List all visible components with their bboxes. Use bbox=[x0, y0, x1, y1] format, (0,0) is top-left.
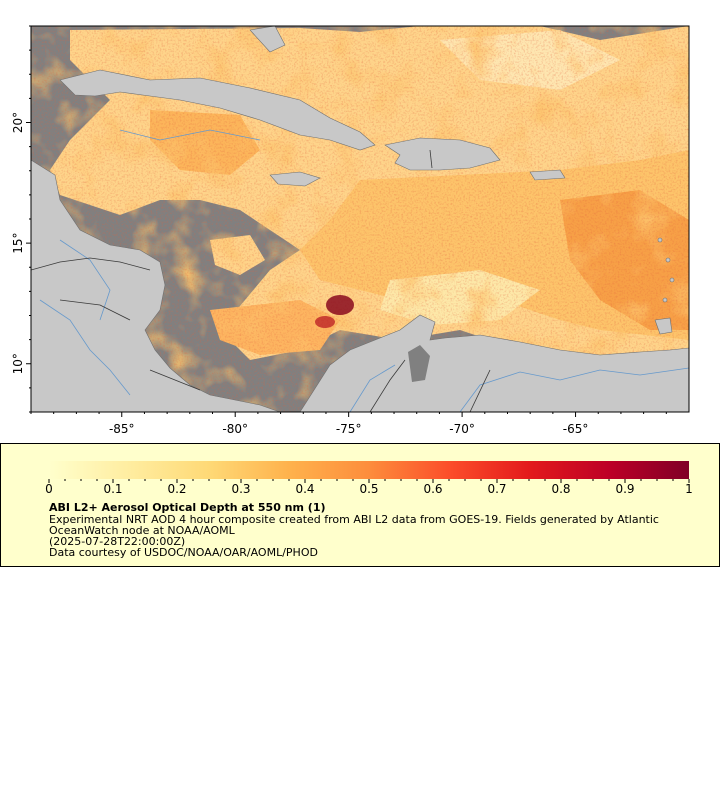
cuba-land bbox=[59, 69, 376, 151]
colorbar-tick-label: 0.7 bbox=[487, 482, 506, 496]
south-america-land bbox=[299, 314, 689, 412]
legend-panel: 0 0.1 0.2 0.3 0.4 0.5 0.6 0.7 0.8 0.9 1 ABI L2+ Ae… bbox=[0, 443, 720, 567]
x-tick-label: -65° bbox=[563, 422, 589, 436]
puerto-rico-land bbox=[529, 169, 566, 181]
country-borders bbox=[31, 149, 491, 412]
colorbar-tick-label: 0.4 bbox=[295, 482, 314, 496]
colorbar-tick-label: 0.5 bbox=[359, 482, 378, 496]
legend-title: ABI L2+ Aerosol Optical Depth at 550 nm … bbox=[49, 501, 326, 514]
longitude-axis: -85° -80° -75° -70° -65° bbox=[30, 412, 667, 436]
rivers bbox=[39, 129, 689, 412]
latitude-axis: 20° 15° 10° bbox=[11, 25, 31, 413]
aod-hotspot bbox=[326, 295, 354, 315]
colorbar: 0 0.1 0.2 0.3 0.4 0.5 0.6 0.7 0.8 0.9 1 bbox=[45, 461, 693, 496]
legend-credit: Data courtesy of USDOC/NOAA/OAR/AOML/PHO… bbox=[49, 546, 318, 559]
jamaica-land bbox=[269, 171, 321, 187]
map-plot-area bbox=[31, 26, 689, 412]
colorbar-tick-label: 1 bbox=[685, 482, 693, 496]
colorbar-tick-label: 0.6 bbox=[423, 482, 442, 496]
colorbar-tick-label: 0.1 bbox=[103, 482, 122, 496]
land-masses bbox=[31, 26, 689, 412]
aod-map-figure: -85° -80° -75° -70° -65° 20° 15° 10° bbox=[11, 25, 690, 436]
colorbar-tick-label: 0.2 bbox=[167, 482, 186, 496]
x-tick-label: -70° bbox=[449, 422, 475, 436]
colorbar-tick-labels: 0 0.1 0.2 0.3 0.4 0.5 0.6 0.7 0.8 0.9 1 bbox=[45, 479, 693, 496]
legend-description-line-2: OceanWatch node at NOAA/AOML bbox=[49, 524, 235, 537]
central-america-land bbox=[31, 159, 281, 412]
colorbar-gradient bbox=[49, 461, 689, 479]
x-tick-label: -75° bbox=[336, 422, 362, 436]
hispaniola-land bbox=[384, 137, 501, 171]
y-tick-label: 10° bbox=[11, 353, 25, 374]
colorbar-minor-ticks bbox=[64, 479, 674, 481]
y-tick-label: 15° bbox=[11, 232, 25, 253]
x-tick-label: -85° bbox=[109, 422, 135, 436]
colorbar-tick-label: 0.3 bbox=[231, 482, 250, 496]
colorbar-tick-label: 0.9 bbox=[615, 482, 634, 496]
colorbar-tick-label: 0 bbox=[45, 482, 53, 496]
x-tick-label: -80° bbox=[222, 422, 248, 436]
colorbar-tick-label: 0.8 bbox=[551, 482, 570, 496]
legend-description-line-1: Experimental NRT AOD 4 hour composite cr… bbox=[49, 513, 659, 526]
y-tick-label: 20° bbox=[11, 112, 25, 133]
legend-timestamp: (2025-07-28T22:00:00Z) bbox=[49, 535, 186, 548]
